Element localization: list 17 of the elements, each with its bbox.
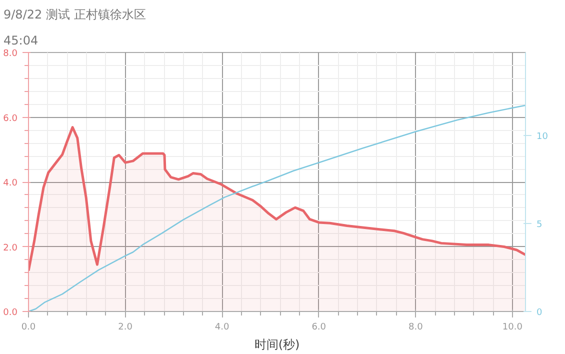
- y2-tick-label: 0: [536, 308, 542, 318]
- y-tick-label: 4.0: [3, 178, 18, 188]
- chart-title: 9/8/22 测试 正村镇徐水区: [4, 8, 146, 22]
- x-tick-label: 10.0: [502, 322, 523, 332]
- y-tick-label: 8.0: [3, 49, 18, 59]
- x-axis-title: 时间(秒): [254, 338, 300, 352]
- x-tick-label: 8.0: [408, 322, 424, 332]
- y2-tick-label: 5: [536, 220, 542, 230]
- x-tick-label: 0.0: [21, 322, 36, 332]
- x-tick-label: 2.0: [118, 322, 133, 332]
- chart-subtitle: 45:04: [4, 34, 38, 48]
- y-tick-label: 6.0: [3, 114, 18, 124]
- x-tick-label: 6.0: [312, 322, 326, 332]
- x-tick-label: 4.0: [214, 322, 230, 332]
- y-tick-label: 2.0: [3, 243, 18, 254]
- y2-tick-label: 10: [536, 132, 548, 142]
- y-tick-label: 0.0: [3, 308, 18, 318]
